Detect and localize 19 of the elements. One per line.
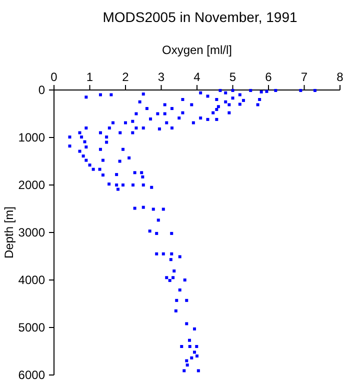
y-tick-label: 5000	[18, 320, 46, 335]
x-tick-label: 5	[229, 70, 236, 84]
y-tick-label: 1000	[18, 130, 46, 145]
y-tick-label: 3000	[18, 226, 46, 240]
x-tick-label: 6	[265, 70, 272, 84]
x-axis-title: Oxygen [ml/l]	[162, 43, 232, 57]
y-tick-label: 4000	[18, 273, 46, 288]
x-tick-label: 3	[158, 70, 165, 84]
y-tick-label: 6000	[18, 368, 46, 382]
x-tick-label: 8	[336, 70, 344, 84]
y-tick-label: 0	[38, 83, 46, 98]
chart-title: MODS2005 in November, 1991	[102, 9, 298, 25]
x-tick-label: 7	[300, 70, 308, 84]
x-tick-label: 2	[122, 70, 130, 84]
y-axis-title: Depth [m]	[2, 206, 16, 259]
x-tick-label: 4	[194, 70, 201, 84]
y-tick-label: 2000	[18, 178, 46, 192]
x-tick-label: 0	[50, 70, 58, 84]
x-tick-label: 1	[86, 70, 94, 84]
